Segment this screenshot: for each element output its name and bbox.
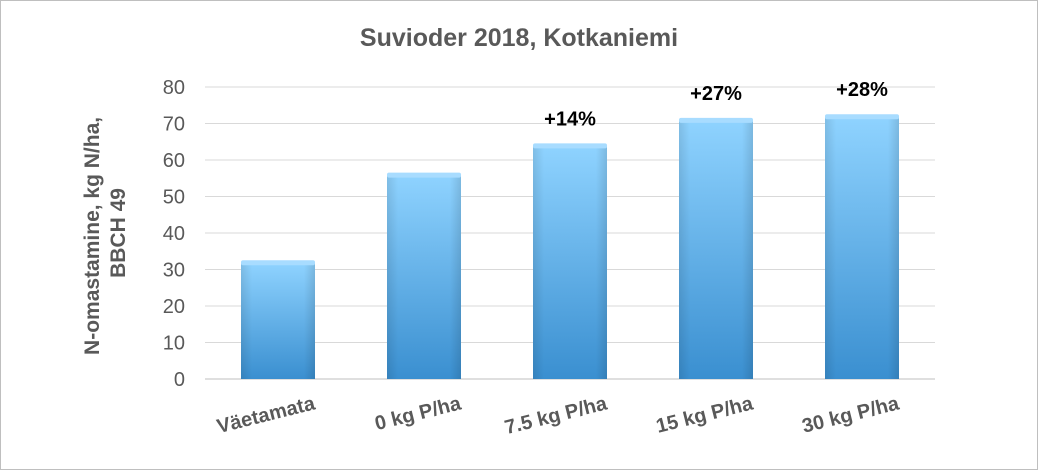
bar-shading [825,116,899,379]
y-tick-label: 20 [163,296,185,318]
bar-shading [679,119,753,379]
y-tick-label: 60 [163,150,185,172]
y-tick-label: 70 [163,114,185,136]
x-tick-label: 7.5 kg P/ha [502,392,610,439]
data-label: +27% [690,83,742,105]
bar-cap [533,143,607,149]
x-axis-ticks: Väetamata 0 kg P/ha 7.5 kg P/ha 15 kg P/ha 3… [215,392,902,439]
bar-cap [679,117,753,123]
bar [387,172,461,379]
y-axis-label: N-omastamine, kg N/ha, BBCH 49 [81,111,130,355]
bar-shading [387,174,461,379]
x-tick-label: 0 kg P/ha [373,392,464,435]
data-label: +28% [836,79,888,101]
bars [241,114,899,379]
bar-cap [825,114,899,120]
bar-shading [533,145,607,379]
y-tick-label: 0 [174,369,185,391]
bar [679,117,753,379]
data-label: +14% [544,108,596,130]
bar-cap [241,260,315,266]
bar [533,143,607,379]
y-axis-label-line-1: N-omastamine, kg N/ha, [81,117,104,355]
chart-title: Suvioder 2018, Kotkaniemi [360,24,678,52]
y-tick-label: 50 [163,187,185,209]
y-axis-ticks: 0 10 20 30 40 50 60 70 80 [163,77,185,391]
y-axis-label-line-2: BBCH 49 [107,188,130,278]
bar [825,114,899,379]
x-tick-label: 30 kg P/ha [800,392,902,437]
data-labels: +14% +27% +28% [544,79,888,130]
x-tick-label: 15 kg P/ha [654,392,756,437]
x-tick-label: Väetamata [215,392,318,438]
y-tick-label: 10 [163,333,185,355]
y-tick-label: 30 [163,260,185,282]
bar [241,260,315,379]
bar-shading [241,262,315,379]
y-tick-label: 80 [163,77,185,99]
bar-cap [387,172,461,178]
y-tick-label: 40 [163,223,185,245]
